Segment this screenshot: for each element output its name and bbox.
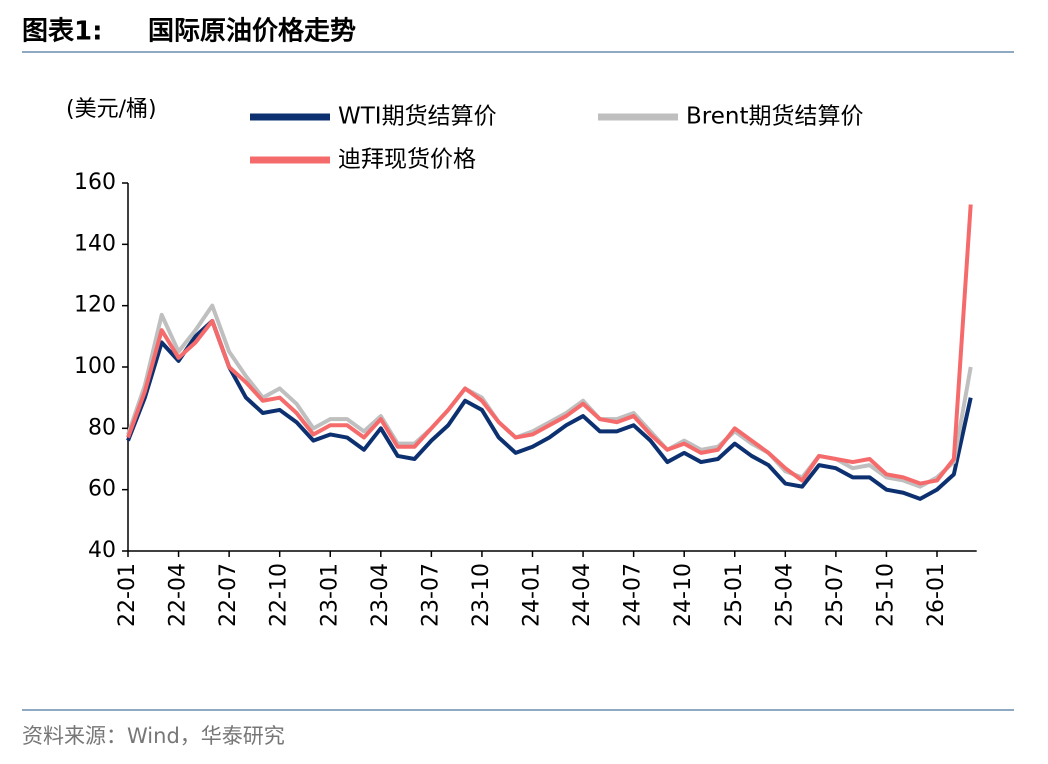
x-tick-label: 22-10 <box>267 563 292 627</box>
legend-label: Brent期货结算价 <box>686 104 863 130</box>
y-tick-label: 80 <box>88 415 116 440</box>
x-tick-label: 22-07 <box>216 563 241 627</box>
y-axis-label: (美元/桶) <box>66 97 157 122</box>
series-line <box>126 319 973 501</box>
y-tick-label: 160 <box>74 170 116 195</box>
legend-label: 迪拜现货价格 <box>338 147 476 173</box>
x-tick-label: 23-10 <box>469 563 494 627</box>
y-tick-label: 100 <box>74 354 116 379</box>
y-tick-label: 140 <box>74 231 116 256</box>
legend-label: WTI期货结算价 <box>338 104 497 130</box>
x-tick-label: 25-07 <box>823 563 848 627</box>
y-tick-label: 40 <box>88 538 116 563</box>
x-tick-label: 24-07 <box>621 563 646 627</box>
figure-label: 图表1: <box>22 17 103 47</box>
x-tick-label: 26-01 <box>924 563 949 627</box>
x-tick-label: 25-04 <box>772 563 797 627</box>
source-note: 资料来源：Wind，华泰研究 <box>22 724 285 748</box>
x-tick-label: 25-01 <box>722 563 747 627</box>
x-tick-label: 24-01 <box>520 563 545 627</box>
x-tick-label: 25-10 <box>873 563 898 627</box>
x-tick-label: 23-04 <box>368 563 393 627</box>
x-tick-label: 23-07 <box>418 563 443 627</box>
y-tick-label: 120 <box>74 293 116 318</box>
x-tick-label: 24-04 <box>570 563 595 627</box>
series-line <box>126 204 973 486</box>
x-tick-label: 24-10 <box>671 563 696 627</box>
x-tick-label: 22-01 <box>115 563 140 627</box>
chart-title: 国际原油价格走势 <box>148 16 356 47</box>
x-tick-label: 23-01 <box>317 563 342 627</box>
y-tick-label: 60 <box>88 477 116 502</box>
x-tick-label: 22-04 <box>166 563 191 627</box>
